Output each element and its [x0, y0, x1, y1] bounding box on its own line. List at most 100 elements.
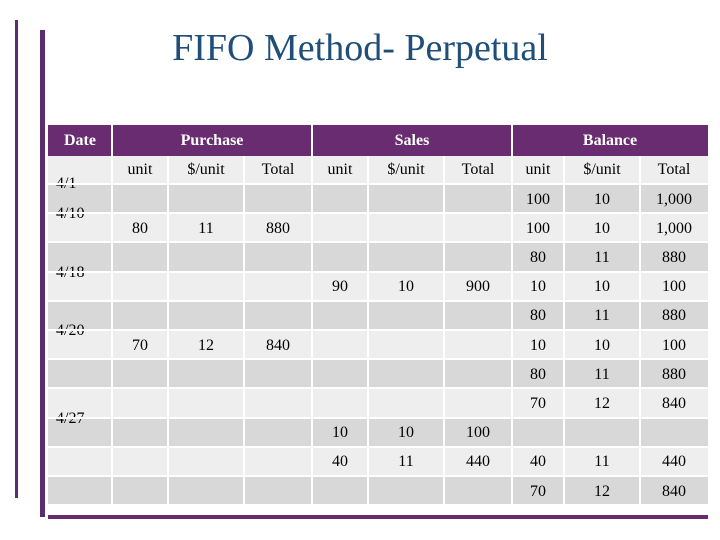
cell-b-cost: 11 — [594, 365, 610, 383]
subheader-row — [48, 156, 708, 184]
cell-p-unit: 70 — [132, 336, 148, 354]
cell-b-total: 1,000 — [656, 190, 692, 208]
table-bottom-rule — [48, 515, 708, 519]
row-divider — [48, 299, 708, 302]
cell-p-cost: 12 — [198, 336, 214, 354]
table-row — [48, 242, 708, 272]
header-sales: Sales — [394, 132, 430, 149]
cell-b-unit: 70 — [530, 482, 546, 500]
subheader-sales-unit: unit — [327, 161, 353, 178]
row-divider — [48, 183, 708, 185]
subheader-balance-cost: $/unit — [583, 161, 621, 178]
cell-b-unit: 70 — [530, 395, 546, 412]
column-divider — [639, 156, 641, 506]
cell-b-total: 880 — [662, 307, 686, 325]
row-divider — [48, 504, 708, 507]
subheader-sales-cost: $/unit — [387, 161, 425, 178]
table-row — [48, 300, 708, 330]
cell-b-cost: 10 — [594, 190, 610, 208]
cell-b-unit: 100 — [526, 190, 550, 208]
column-divider — [443, 156, 445, 506]
row-divider — [48, 270, 708, 273]
cell-b-total: 1,000 — [656, 219, 692, 237]
cell-b-cost: 11 — [594, 249, 610, 266]
cell-b-total: 100 — [662, 278, 686, 296]
column-divider — [111, 156, 113, 506]
cell-s-unit: 90 — [332, 278, 348, 296]
row-divider — [48, 212, 708, 215]
table-row — [48, 184, 708, 214]
date-cell: 4/18 — [56, 259, 84, 287]
slide-title: FIFO Method- Perpetual — [172, 27, 548, 69]
table-row — [48, 417, 708, 447]
cell-b-cost: 10 — [594, 219, 610, 237]
header-divider — [511, 125, 513, 156]
column-divider — [367, 156, 369, 506]
table-row — [48, 476, 708, 506]
column-divider — [511, 156, 513, 506]
table-row — [48, 271, 708, 301]
date-cell: 4/27 — [56, 405, 84, 433]
cell-b-total: 880 — [662, 249, 686, 266]
cell-s-total: 440 — [466, 453, 490, 471]
left-accent-bar-thick — [40, 30, 45, 517]
row-divider — [48, 329, 708, 331]
cell-b-total: 880 — [662, 365, 686, 383]
column-divider — [167, 156, 169, 506]
subheader-purchase-cost: $/unit — [187, 161, 225, 178]
date-cell: 4/10 — [56, 200, 84, 228]
cell-s-total: 100 — [466, 424, 490, 442]
column-divider — [311, 156, 313, 506]
cell-s-unit: 10 — [332, 424, 348, 442]
date-cell: 4/20 — [56, 317, 84, 345]
header-divider — [111, 125, 113, 156]
cell-s-cost: 11 — [398, 453, 414, 471]
cell-b-cost: 12 — [594, 395, 610, 412]
subheader-purchase-unit: unit — [127, 161, 153, 178]
cell-b-cost: 11 — [594, 307, 610, 325]
cell-p-total: 880 — [266, 219, 290, 237]
cell-b-unit: 80 — [530, 365, 546, 383]
cell-b-cost: 10 — [594, 278, 610, 296]
subheader-sales-total: Total — [461, 161, 495, 178]
header-balance: Balance — [582, 132, 638, 149]
cell-b-unit: 10 — [530, 278, 546, 296]
fifo-table: Date Purchase Sales Balance unit $/unit … — [48, 125, 708, 519]
header-band — [48, 125, 708, 156]
row-divider — [48, 358, 708, 361]
column-divider — [563, 156, 565, 506]
cell-p-total: 840 — [266, 336, 290, 354]
table-row — [48, 330, 708, 360]
cell-s-cost: 10 — [398, 278, 414, 296]
cell-b-total: 840 — [662, 482, 686, 500]
header-date: Date — [64, 132, 96, 149]
cell-b-total: 100 — [662, 336, 686, 354]
row-divider — [48, 445, 708, 448]
cell-b-cost: 10 — [594, 336, 610, 354]
cell-p-unit: 80 — [132, 219, 148, 237]
subheader-balance-unit: unit — [525, 161, 551, 178]
cell-b-unit: 80 — [530, 307, 546, 325]
cell-b-unit: 10 — [530, 336, 546, 354]
row-divider — [48, 475, 708, 477]
row-divider — [48, 387, 708, 390]
cell-p-cost: 11 — [198, 219, 214, 237]
table-row — [48, 359, 708, 389]
row-divider — [48, 416, 708, 419]
table-row — [48, 388, 708, 418]
subheader-purchase-total: Total — [261, 161, 295, 178]
cell-s-unit: 40 — [332, 453, 348, 471]
cell-s-total: 900 — [466, 278, 490, 296]
cell-b-total: 840 — [662, 395, 686, 412]
cell-b-unit: 40 — [530, 453, 546, 471]
cell-s-cost: 10 — [398, 424, 414, 442]
column-divider — [243, 156, 245, 506]
header-divider — [311, 125, 313, 156]
cell-b-total: 440 — [662, 453, 686, 471]
row-divider — [48, 241, 708, 244]
cell-b-cost: 11 — [594, 453, 610, 471]
cell-b-unit: 80 — [530, 249, 546, 266]
header-purchase: Purchase — [180, 132, 244, 149]
table-row — [48, 446, 708, 476]
table-row — [48, 213, 708, 243]
